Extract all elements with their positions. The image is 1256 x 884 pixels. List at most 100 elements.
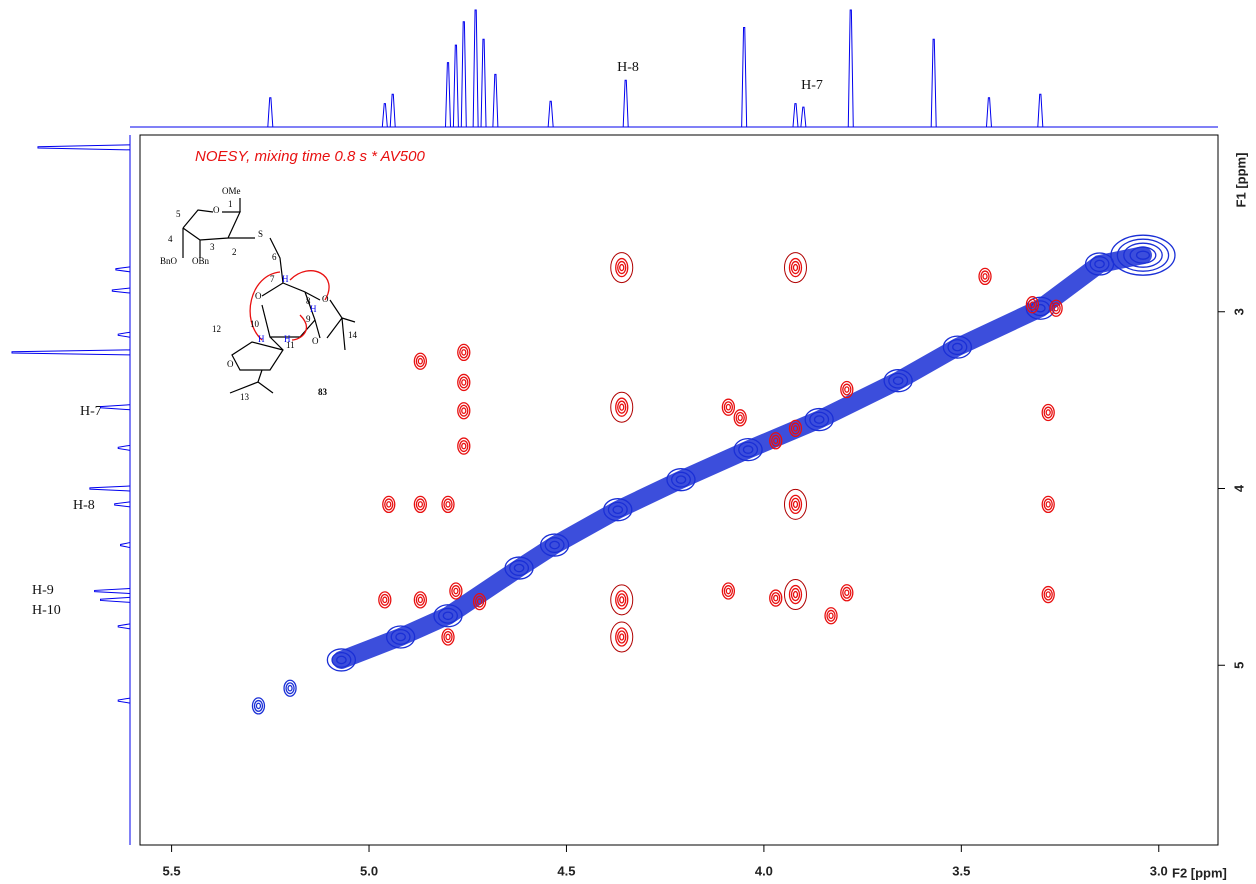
contour-ring — [1089, 256, 1110, 273]
x-tick-label: 5.0 — [360, 863, 378, 878]
top-projection-peak — [847, 9, 854, 128]
contour-ring — [1027, 298, 1038, 311]
atom-label: 3 — [210, 242, 215, 252]
contour-ring — [978, 267, 992, 286]
contour-ring — [539, 533, 570, 557]
contour-ring — [417, 501, 424, 508]
contour-ring — [769, 432, 783, 450]
atom-label: S — [258, 229, 263, 239]
contour-ring — [619, 263, 625, 272]
contour-ring — [788, 584, 803, 605]
x-tick-label: 4.0 — [755, 863, 773, 878]
contour-ring — [445, 501, 451, 508]
atom-label: O — [227, 359, 234, 369]
left-projection-peak — [115, 266, 131, 273]
circled-cross-peak — [783, 252, 807, 284]
contour-ring — [459, 404, 469, 417]
contour-ring — [415, 593, 426, 606]
contour-ring — [549, 540, 560, 550]
contour-ring — [385, 625, 416, 649]
left-projection-peak — [94, 588, 131, 595]
contour-ring — [733, 437, 763, 462]
left-projection-peak — [100, 404, 131, 411]
contour-ring — [1043, 588, 1053, 601]
contour-ring — [723, 585, 734, 597]
y-tick-label: 5 — [1231, 662, 1246, 669]
atom-label: 5 — [176, 209, 181, 219]
cross-peak — [840, 584, 854, 602]
contour-ring — [544, 537, 565, 554]
contour-ring — [790, 260, 801, 275]
contour-ring — [826, 609, 836, 622]
contour-ring — [415, 498, 426, 511]
left-projection-peak — [89, 485, 131, 492]
contour-ring — [382, 596, 388, 604]
diagonal-peak — [733, 437, 763, 462]
contour-ring — [942, 335, 973, 359]
top-projection-peak — [800, 106, 807, 128]
contour-ring — [615, 590, 629, 610]
cross-peak — [733, 409, 747, 427]
contour-ring — [513, 563, 525, 573]
contour-ring — [457, 437, 471, 455]
contour-ring — [773, 437, 779, 445]
contour-ring — [1094, 259, 1105, 269]
cross-peak — [251, 697, 266, 715]
cross-peak — [769, 432, 783, 450]
contour-ring — [382, 495, 396, 514]
atom-label: O — [312, 336, 319, 346]
contour-ring — [804, 407, 834, 432]
circled-cross-peak — [610, 391, 634, 423]
contour-ring — [255, 702, 262, 710]
diagonal-peak — [666, 468, 696, 492]
contour-ring — [413, 495, 428, 514]
contour-ring — [619, 596, 625, 604]
contour-ring — [1110, 234, 1176, 276]
left-projection-peak — [11, 349, 131, 356]
contour-ring — [476, 598, 483, 605]
highlight-circle — [783, 252, 807, 284]
top-projection-peak — [452, 44, 459, 128]
top-projection-peak — [622, 79, 629, 128]
contour-ring — [619, 633, 625, 641]
atom-label: H — [258, 334, 265, 344]
contour-ring — [395, 632, 406, 642]
plot-frame — [139, 134, 1219, 846]
contour-ring — [380, 593, 390, 606]
highlight-circle — [783, 488, 807, 520]
left-projection-peak — [114, 501, 131, 508]
top-projection-peak — [547, 100, 554, 128]
contour-ring — [442, 611, 454, 621]
top-projection-peak — [472, 9, 479, 128]
chart-title: NOESY, mixing time 0.8 s * AV500 — [195, 148, 425, 165]
diagonal-peak — [1110, 234, 1176, 276]
contour-ring — [721, 398, 736, 416]
x-tick-label: 3.0 — [1150, 863, 1168, 878]
cross-peak — [769, 589, 783, 607]
contour-ring — [1025, 296, 1040, 314]
cross-peak — [457, 373, 471, 392]
contour-ring — [459, 376, 469, 389]
diagonal-peak — [504, 556, 534, 580]
contour-ring — [509, 560, 530, 577]
contour-ring — [1041, 585, 1055, 604]
top-projection-peak — [1037, 93, 1044, 128]
contour-ring — [788, 494, 803, 515]
cross-peak — [449, 582, 463, 600]
contour-ring — [253, 699, 264, 712]
atom-label: 14 — [348, 330, 358, 340]
x-tick-label: 5.5 — [163, 863, 181, 878]
contour-ring — [735, 411, 745, 424]
atom-label: O — [255, 291, 262, 301]
contour-ring — [742, 445, 754, 454]
contour-ring — [792, 263, 799, 272]
circled-cross-peak — [783, 579, 807, 611]
circled-cross-peak — [610, 621, 634, 653]
contour-ring — [824, 607, 838, 625]
cross-peak — [1041, 403, 1055, 422]
top-projection-peak — [492, 73, 499, 128]
contour-ring — [461, 379, 467, 386]
contour-ring — [617, 260, 627, 275]
contour-ring — [451, 585, 461, 597]
contour-ring — [1123, 242, 1163, 268]
